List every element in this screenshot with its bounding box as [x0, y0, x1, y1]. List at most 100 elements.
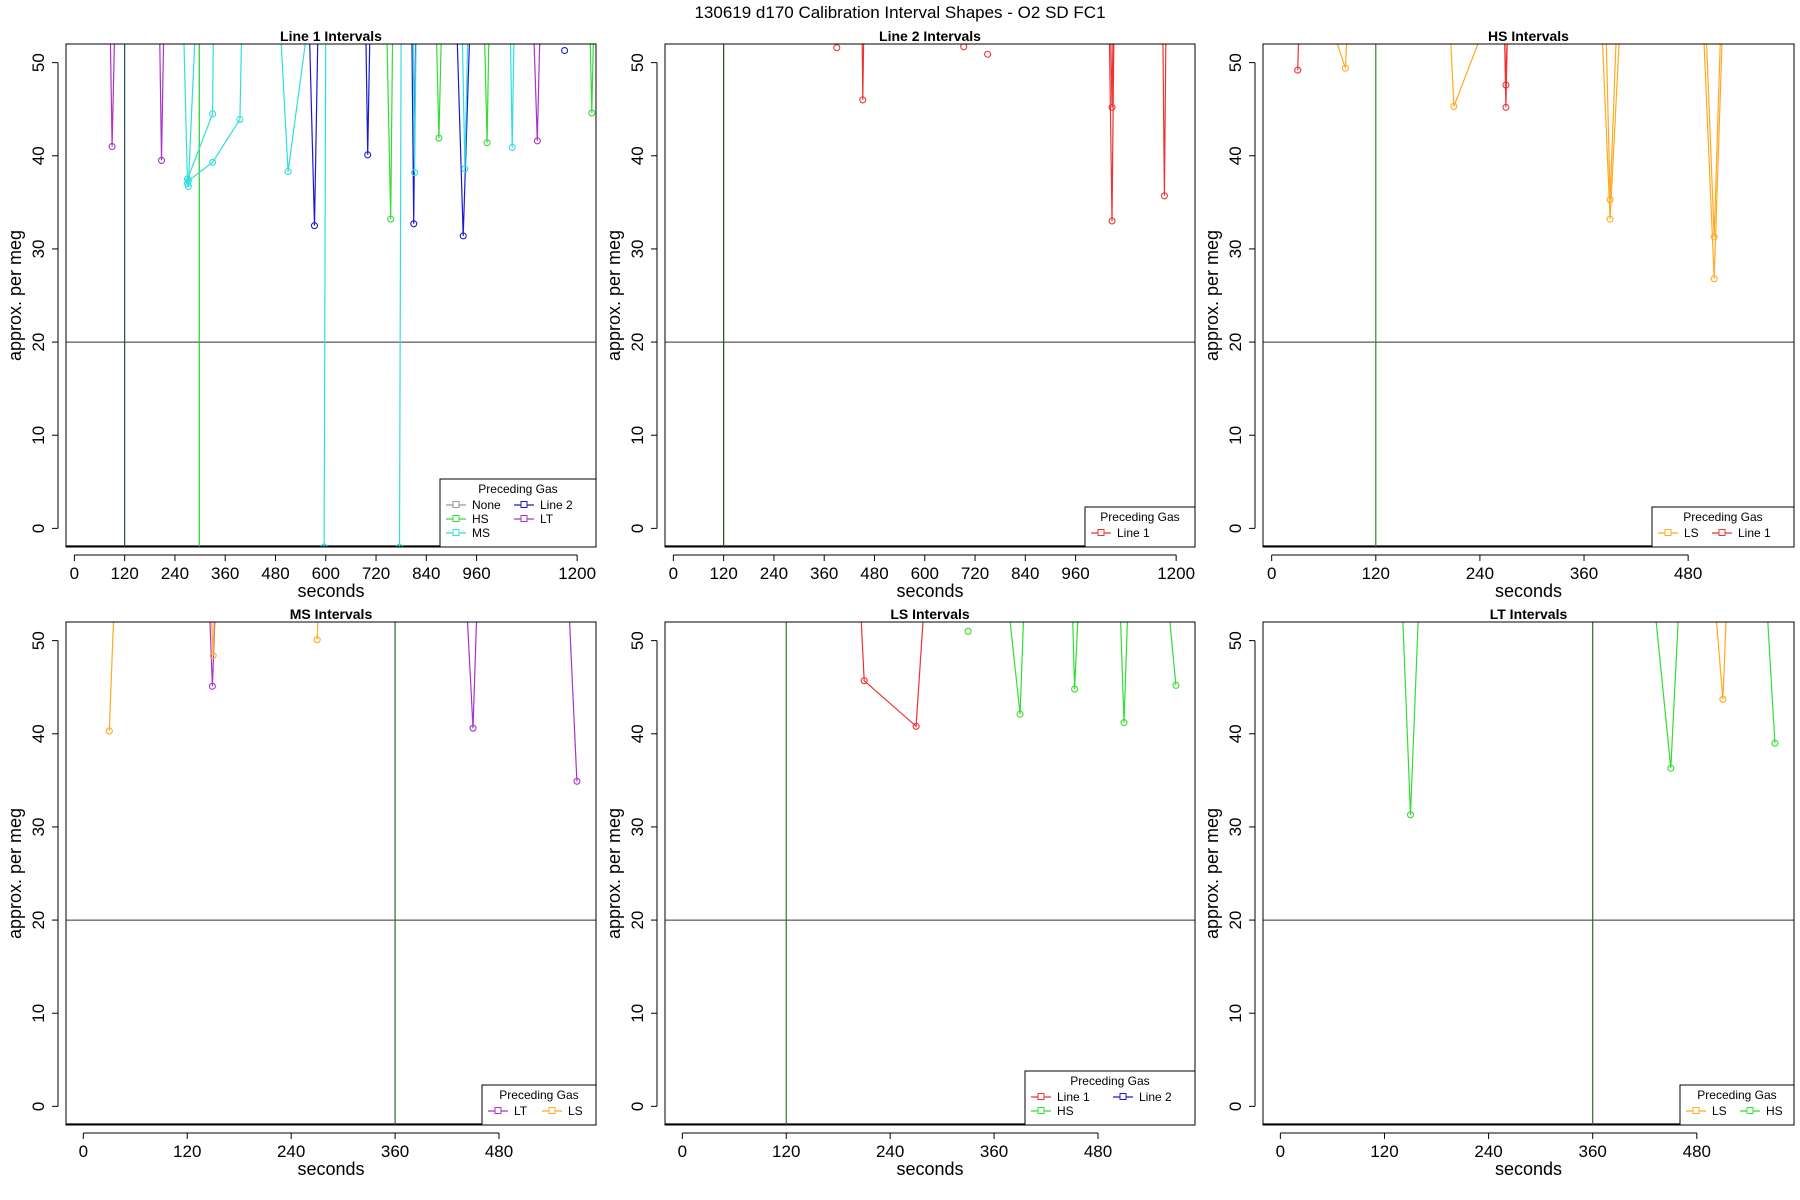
series-line	[109, 44, 115, 147]
plot-frame	[664, 621, 1196, 1126]
panel-title: Line 2 Intervals	[879, 28, 981, 44]
series-line	[1504, 44, 1508, 108]
y-tick-label: 30	[1226, 817, 1245, 836]
series-line	[386, 44, 394, 220]
y-axis-label: approx. per meg	[604, 808, 624, 939]
x-tick-label: 240	[1474, 1142, 1502, 1161]
x-tick-label: 360	[381, 1142, 409, 1161]
legend-item-none: None	[446, 498, 501, 512]
series-line	[1110, 44, 1114, 108]
y-tick-label: 30	[1226, 239, 1245, 258]
panel-title: HS Intervals	[1488, 28, 1569, 44]
data-point	[1120, 719, 1128, 727]
data-point	[1502, 103, 1510, 111]
y-axis: 0 10 20 30 40 50	[1226, 53, 1256, 533]
y-tick-label: 10	[1226, 1004, 1245, 1023]
x-axis: 0 120 240 360 480	[79, 1132, 513, 1161]
y-tick-label: 50	[1226, 53, 1245, 72]
y-tick-label: 30	[628, 817, 647, 836]
y-tick-label: 10	[1226, 426, 1245, 445]
y-tick-label: 20	[628, 333, 647, 352]
legend-label: Line 2	[1139, 1090, 1172, 1104]
legend-box	[1084, 506, 1196, 548]
y-tick-label: 20	[29, 333, 48, 352]
legend-box	[481, 1084, 597, 1126]
data-point	[459, 232, 467, 240]
legend-marker	[452, 529, 460, 536]
legend-item-hs: HS	[1740, 1104, 1783, 1118]
data-point	[313, 636, 321, 644]
x-tick-label: 0	[70, 564, 79, 583]
legend-item-ls: LS	[1658, 526, 1699, 540]
data-point	[157, 156, 166, 164]
data-point	[410, 220, 418, 228]
y-tick-label: 0	[628, 524, 647, 533]
series-line	[1715, 622, 1727, 700]
panel-line-2-intervals: Line 2 Intervals 0 120 240 360 480 600 720 840 96…	[604, 28, 1196, 601]
data-point	[984, 50, 992, 58]
data-point	[964, 627, 972, 635]
y-tick-label: 40	[1226, 146, 1245, 165]
panel-line-1-intervals: Line 1 Intervals 0 120 240 360 480 600 720 840 96…	[5, 28, 597, 601]
series-line	[159, 44, 165, 161]
legend-marker	[520, 515, 528, 522]
panels-container: Line 1 Intervals 0 120 240 360 480 600 720 840 96…	[5, 28, 1795, 1179]
series-line	[861, 44, 865, 100]
data-point	[860, 677, 868, 685]
data-point	[461, 165, 469, 173]
series-line	[1601, 44, 1620, 220]
series-line	[466, 622, 478, 729]
y-axis: 0 10 20 30 40 50	[628, 53, 658, 533]
legend-box	[1679, 1084, 1795, 1126]
y-tick-label: 10	[628, 426, 647, 445]
data-point	[1606, 215, 1614, 223]
legend: Preceding Gas Line 1HS Line 2	[1024, 1070, 1196, 1126]
legend-label: Line 1	[1117, 526, 1150, 540]
x-tick-label: 240	[876, 1142, 904, 1161]
plot-area	[66, 622, 596, 1125]
y-tick-label: 0	[29, 524, 48, 533]
data-point	[236, 115, 244, 123]
y-axis: 0 10 20 30 40 50	[29, 631, 59, 1111]
x-tick-label: 480	[261, 564, 289, 583]
series-line	[1120, 622, 1128, 723]
y-axis-label: approx. per meg	[5, 230, 25, 361]
data-point	[320, 543, 328, 547]
x-tick-label: 480	[1674, 564, 1702, 583]
legend-item-ms: MS	[446, 526, 490, 540]
data-point	[1108, 217, 1116, 225]
y-axis: 0 10 20 30 40 50	[628, 631, 658, 1111]
x-axis-label: seconds	[297, 1159, 364, 1179]
data-point	[1710, 233, 1718, 241]
panel-ls-intervals: LS Intervals 0 120 240 360 480 seconds 0 10 20 30 4…	[604, 606, 1196, 1179]
y-tick-label: 50	[628, 631, 647, 650]
series-line	[1162, 44, 1167, 196]
legend-marker	[1746, 1107, 1754, 1114]
series-line	[365, 44, 371, 155]
legend-marker	[548, 1107, 556, 1114]
data-point	[105, 727, 113, 735]
legend-item-lt: LT	[488, 1104, 528, 1118]
legend-box	[1651, 506, 1795, 548]
x-axis: 0 120 240 360 480	[1276, 1132, 1711, 1161]
legend-label: Line 1	[1057, 1090, 1090, 1104]
x-tick-label: 120	[173, 1142, 201, 1161]
y-tick-label: 0	[1226, 1102, 1245, 1111]
legend-title: Preceding Gas	[1683, 510, 1762, 524]
legend-marker	[1119, 1093, 1127, 1100]
plot-frame	[664, 43, 1196, 548]
y-tick-label: 40	[29, 146, 48, 165]
legend-label: HS	[1766, 1104, 1783, 1118]
y-tick-label: 50	[1226, 631, 1245, 650]
x-axis-label: seconds	[896, 581, 963, 601]
series-line	[456, 44, 470, 236]
legend-marker	[1037, 1093, 1045, 1100]
legend-title: Preceding Gas	[1100, 510, 1179, 524]
x-tick-label: 1200	[1157, 564, 1195, 583]
plot-frame	[65, 621, 597, 1126]
x-tick-label: 120	[1362, 564, 1390, 583]
plot-area	[665, 44, 1195, 547]
series-line	[187, 44, 243, 182]
legend-item-hs: HS	[1031, 1104, 1074, 1118]
